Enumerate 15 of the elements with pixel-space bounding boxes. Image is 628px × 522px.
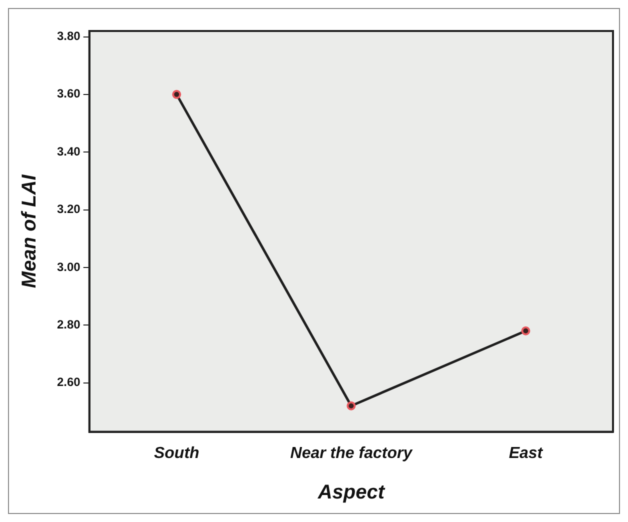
point: [521, 326, 530, 336]
point: [172, 90, 182, 99]
y-tick-label: 3.20: [56, 202, 81, 216]
x-tick-label: East: [508, 444, 544, 462]
y-tick-label: 3.40: [56, 144, 81, 158]
point: [346, 401, 356, 410]
y-tick-label: 2.60: [56, 375, 81, 390]
y-axis-title: Mean of LAI: [18, 174, 41, 288]
x-axis-title: Aspect: [316, 482, 386, 504]
y-tick-label: 3.00: [56, 260, 81, 274]
y-tick-label: 3.60: [56, 86, 81, 101]
y-tick-label: 2.80: [56, 317, 81, 332]
x-tick-label: Near the factory: [290, 444, 414, 462]
y-tick-label: 3.80: [56, 29, 81, 44]
x-tick-label: South: [154, 444, 200, 462]
